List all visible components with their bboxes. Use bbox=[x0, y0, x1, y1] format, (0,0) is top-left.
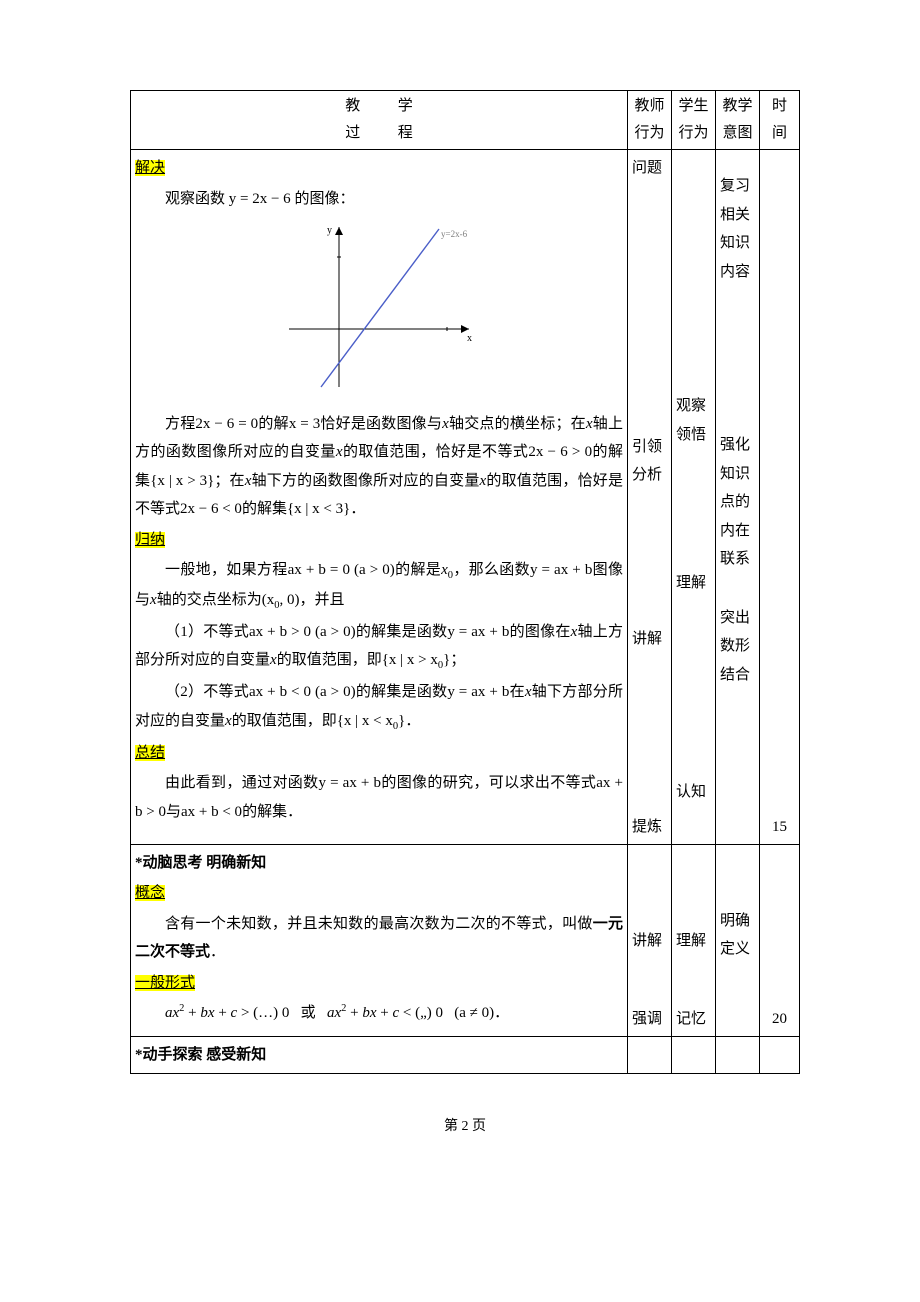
hdr-c1-l2b: 程 bbox=[398, 125, 413, 141]
hdr-c1-l1a: 教 bbox=[345, 98, 360, 114]
x-label: x bbox=[467, 333, 472, 344]
intent-2: 明确 定义 bbox=[716, 844, 760, 1036]
time-3 bbox=[760, 1036, 800, 1074]
hdr-student: 学生行为 bbox=[672, 91, 716, 150]
content-1: 解决 观察函数 y = 2x − 6 的图像： y= bbox=[131, 150, 628, 845]
hl-solve: 解决 bbox=[135, 160, 165, 176]
content-3: *动手探索 感受新知 bbox=[131, 1036, 628, 1074]
student-2: 理解 记忆 bbox=[672, 844, 716, 1036]
section-row-2: *动脑思考 明确新知 概念 含有一个未知数，并且未知数的最高次数为二次的不等式，… bbox=[131, 844, 800, 1036]
hdr-teacher: 教师行为 bbox=[628, 91, 672, 150]
hdr-c1-l2a: 过 bbox=[345, 125, 360, 141]
x-arrow bbox=[461, 325, 469, 333]
teacher-3 bbox=[628, 1036, 672, 1074]
teacher-1: 问题 引领 分析 讲解 提炼 bbox=[628, 150, 672, 845]
content-2: *动脑思考 明确新知 概念 含有一个未知数，并且未知数的最高次数为二次的不等式，… bbox=[131, 844, 628, 1036]
chart-svg: y=2x-6 x y bbox=[279, 219, 479, 389]
sec2-head: *动脑思考 明确新知 bbox=[135, 849, 623, 878]
section-row-3: *动手探索 感受新知 bbox=[131, 1036, 800, 1074]
hdr-intent: 教学意图 bbox=[716, 91, 760, 150]
sec3-head: *动手探索 感受新知 bbox=[135, 1041, 623, 1070]
hl-conclusion: 总结 bbox=[135, 745, 165, 761]
hdr-time: 时间 bbox=[760, 91, 800, 150]
linear-function-chart: y=2x-6 x y bbox=[135, 219, 623, 400]
y-label: y bbox=[327, 225, 332, 236]
hdr-process: 教 学 过 程 bbox=[131, 91, 628, 150]
time-2: 20 bbox=[760, 844, 800, 1036]
teacher-2: 讲解 强调 bbox=[628, 844, 672, 1036]
intent-3 bbox=[716, 1036, 760, 1074]
page-footer: 第 2 页 bbox=[130, 1114, 800, 1141]
intent-1: 复习 相关 知识 内容 强化 知识 点的 内在 联系 突出 数形 结合 bbox=[716, 150, 760, 845]
line-label: y=2x-6 bbox=[441, 229, 468, 239]
hdr-c1-l1b: 学 bbox=[398, 98, 413, 114]
y-arrow bbox=[335, 227, 343, 235]
time-1: 15 bbox=[760, 150, 800, 845]
lesson-table: 教 学 过 程 教师行为 学生行为 教学意图 时间 解决 观察函数 y = 2x −… bbox=[130, 90, 800, 1074]
section-row-1: 解决 观察函数 y = 2x − 6 的图像： y= bbox=[131, 150, 800, 845]
hl-concept: 概念 bbox=[135, 885, 165, 901]
hl-form: 一般形式 bbox=[135, 975, 195, 991]
header-row: 教 学 过 程 教师行为 学生行为 教学意图 时间 bbox=[131, 91, 800, 150]
student-3 bbox=[672, 1036, 716, 1074]
hl-summary: 归纳 bbox=[135, 532, 165, 548]
student-1: 观察 领悟 理解 认知 bbox=[672, 150, 716, 845]
